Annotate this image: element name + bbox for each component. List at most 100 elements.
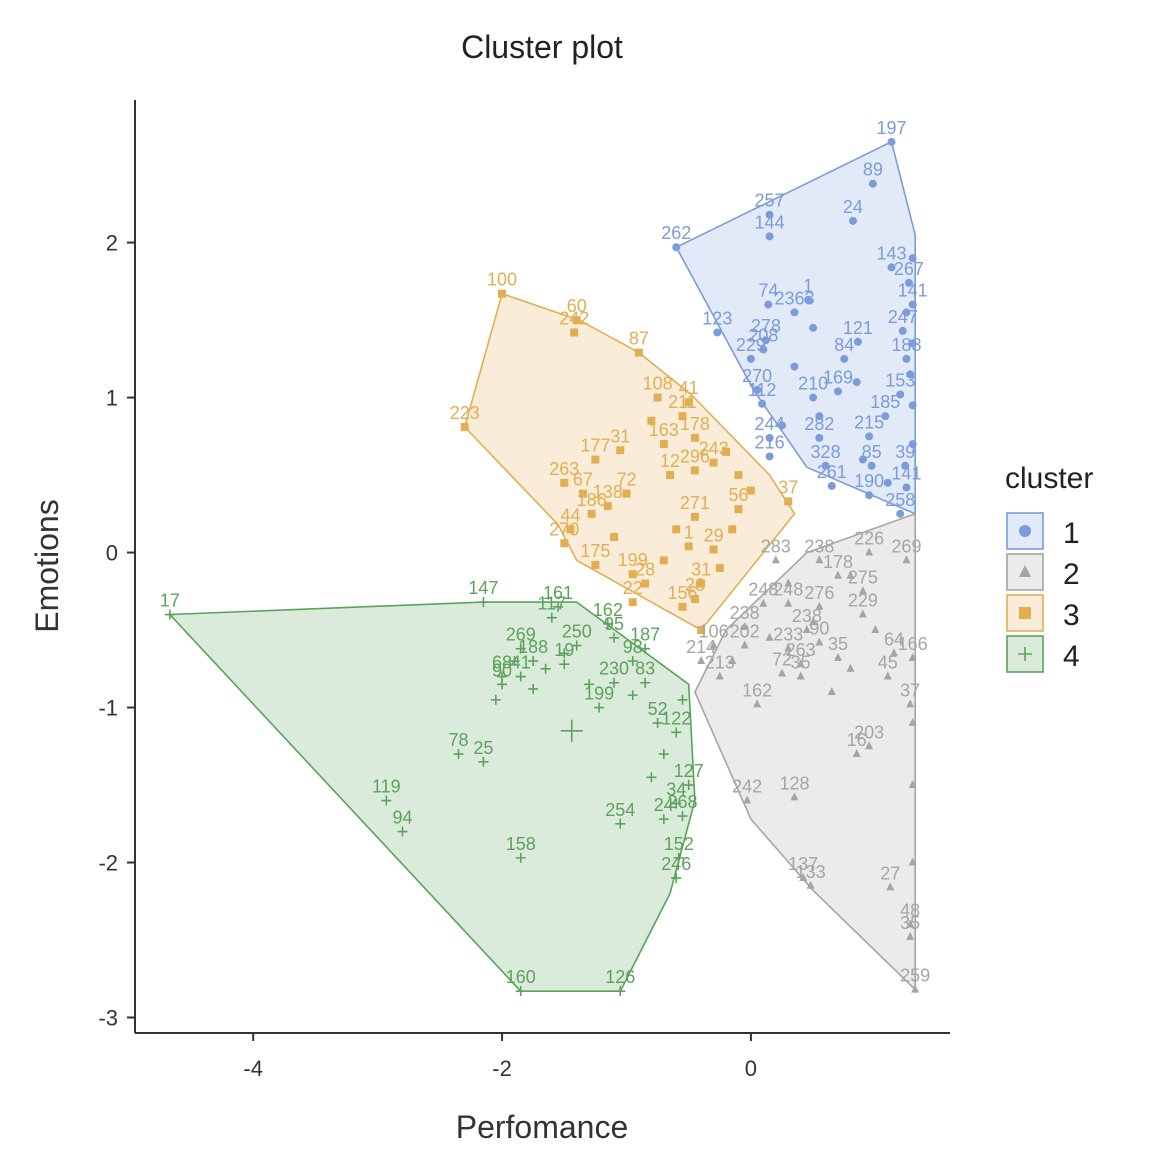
- point-label: 2363: [774, 288, 814, 308]
- cluster-2-point: [759, 598, 768, 607]
- point-label: 210: [798, 374, 828, 394]
- point-label: 257: [755, 191, 785, 211]
- cluster-1-point: [904, 278, 913, 287]
- cluster-1-point: [821, 461, 830, 470]
- point-label: 188: [891, 335, 921, 355]
- point-label: 152: [664, 834, 694, 854]
- cluster-3-point: [591, 455, 600, 464]
- point-label: 197: [876, 118, 906, 138]
- point-label: 190: [854, 471, 884, 491]
- cluster-4-point: [584, 679, 595, 690]
- point-label: 123: [702, 308, 732, 328]
- y-ticks: 2 1 0 -1 -2 -3: [98, 231, 135, 1031]
- cluster-1-point: [778, 421, 787, 430]
- point-label: 126: [605, 967, 635, 987]
- y-axis-title: Emotions: [29, 499, 65, 632]
- point-label: 122: [661, 708, 691, 728]
- cluster-3-point: [722, 447, 731, 456]
- point-label: 41: [679, 378, 699, 398]
- point-label: 202: [730, 622, 760, 642]
- cluster-4-point: [540, 663, 551, 674]
- cluster-4-point: [515, 671, 526, 682]
- point-label: 160: [506, 967, 536, 987]
- cluster-1-point: [908, 440, 917, 449]
- point-label: 208: [748, 326, 778, 346]
- point-label: 215: [854, 412, 884, 432]
- point-label: 68: [492, 653, 512, 673]
- point-label: 98: [623, 637, 643, 657]
- point-label: 67: [573, 470, 593, 490]
- point-label: 259: [900, 966, 930, 986]
- cluster-2-point: [799, 873, 808, 882]
- point-label: 283: [761, 536, 791, 556]
- point-label: 178: [680, 414, 710, 434]
- cluster-2-point: [784, 578, 793, 587]
- cluster-2-point: [753, 699, 762, 708]
- point-label: 153: [885, 370, 915, 390]
- point-label: 230: [599, 659, 629, 679]
- cluster-4-point: [640, 643, 651, 654]
- cluster-4-point: [497, 679, 508, 690]
- cluster-4-point: [652, 718, 663, 729]
- cluster-1-point: [901, 461, 910, 470]
- point-label: 263: [549, 459, 579, 479]
- cluster-3-point: [610, 533, 619, 542]
- cluster-2-point: [815, 637, 824, 646]
- point-label: 141: [891, 463, 921, 483]
- point-label: 83: [635, 659, 655, 679]
- cluster-3-point: [572, 316, 581, 325]
- point-label: 233: [773, 625, 803, 645]
- point-label: 244: [755, 414, 785, 434]
- cluster-3-point: [634, 348, 643, 357]
- point-label: 199: [618, 550, 648, 570]
- point-label: 137: [788, 854, 818, 874]
- point-label: 52: [648, 699, 668, 719]
- cluster-2-point: [908, 857, 917, 866]
- cluster-4-point: [164, 609, 175, 620]
- point-label: 35: [791, 653, 811, 673]
- cluster-1-point: [848, 216, 857, 225]
- point-label: 247: [888, 307, 918, 327]
- cluster-4-point: [615, 818, 626, 829]
- point-label: 263: [786, 640, 816, 660]
- legend-marker-1: [1019, 525, 1031, 537]
- cluster-2-point: [709, 640, 718, 649]
- cluster-2-point: [858, 609, 867, 618]
- cluster-4-point: [397, 826, 408, 837]
- cluster-1-point: [815, 433, 824, 442]
- cluster-4-point: [646, 772, 657, 783]
- cluster-3-point: [659, 440, 668, 449]
- point-label: 147: [468, 578, 498, 598]
- point-label: 74: [758, 281, 778, 301]
- point-label: 162: [593, 600, 623, 620]
- cluster-2-point: [790, 792, 799, 801]
- point-label: 72: [772, 649, 792, 669]
- cluster-1-point: [809, 323, 818, 332]
- x-tick-label: -2: [492, 1056, 512, 1081]
- cluster-2-point: [890, 648, 899, 657]
- point-label: 276: [804, 583, 834, 603]
- cluster-1-point: [761, 336, 770, 345]
- cluster-4-point: [594, 702, 605, 713]
- point-label: 158: [506, 834, 536, 854]
- cluster-1-point: [759, 345, 768, 354]
- cluster-1-point: [840, 354, 849, 363]
- cluster-1-point: [758, 399, 767, 408]
- point-label: 35: [900, 913, 920, 933]
- point-label: 31: [691, 560, 711, 580]
- point-label: 254: [605, 800, 635, 820]
- cluster-4-point: [509, 656, 520, 667]
- cluster-2-point: [809, 617, 818, 626]
- cluster-2-point: [765, 632, 774, 641]
- cluster-2-point: [740, 640, 749, 649]
- point-label: 25: [473, 738, 493, 758]
- cluster-3-point: [678, 602, 687, 611]
- cluster-3-point: [734, 471, 743, 480]
- cluster-2-hull: [694, 512, 917, 991]
- legend-marker-4: [1018, 647, 1032, 661]
- cluster-2-point: [865, 547, 874, 556]
- cluster-points: [164, 137, 920, 997]
- cluster-1-point: [790, 362, 799, 371]
- cluster-3-point: [690, 512, 699, 521]
- point-label: 31: [610, 426, 630, 446]
